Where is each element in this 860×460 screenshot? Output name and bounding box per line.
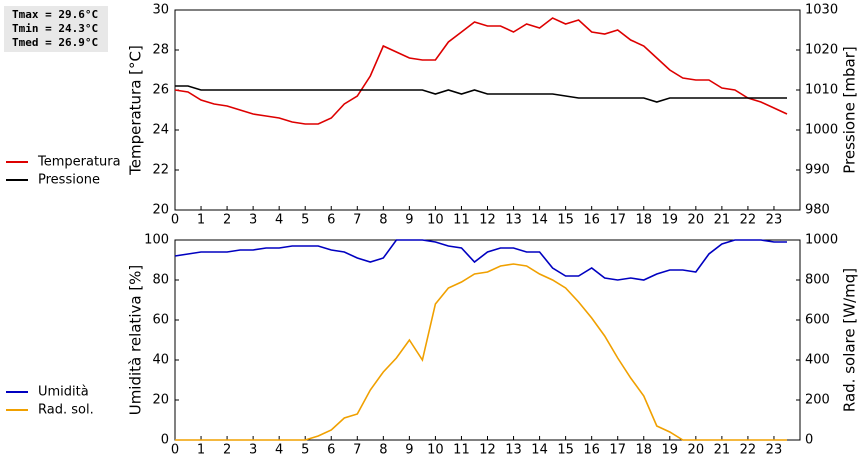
x-tick-label: 13 — [505, 213, 522, 228]
y-tick-label: 80 — [152, 273, 169, 288]
x-tick-label: 0 — [171, 443, 179, 458]
x-tick-label: 20 — [688, 213, 705, 228]
y2-tick-label: 1000 — [805, 233, 838, 248]
legend-label: Pressione — [38, 173, 100, 188]
y2-tick-label: 0 — [805, 433, 813, 448]
y-tick-label: 40 — [152, 353, 169, 368]
x-tick-label: 6 — [327, 443, 335, 458]
y-axis-label: Temperatura [°C] — [127, 45, 145, 176]
x-tick-label: 17 — [609, 213, 626, 228]
x-tick-label: 11 — [453, 213, 470, 228]
x-tick-label: 16 — [583, 443, 600, 458]
series-line — [174, 17, 788, 125]
x-tick-label: 10 — [427, 213, 444, 228]
y-tick-label: 0 — [161, 433, 169, 448]
x-tick-label: 8 — [379, 443, 387, 458]
x-tick-label: 19 — [662, 443, 679, 458]
series-line — [174, 239, 787, 281]
x-tick-label: 6 — [327, 213, 335, 228]
x-tick-label: 22 — [740, 213, 757, 228]
y-axis-label: Umidità relativa [%] — [127, 265, 145, 416]
x-tick-label: 23 — [766, 213, 783, 228]
x-tick-label: 23 — [766, 443, 783, 458]
y2-tick-label: 1020 — [805, 43, 838, 58]
x-tick-label: 9 — [405, 213, 413, 228]
x-tick-label: 1 — [197, 213, 205, 228]
y-tick-label: 20 — [152, 203, 169, 218]
x-tick-label: 5 — [301, 213, 309, 228]
y-tick-label: 100 — [144, 233, 169, 248]
x-tick-label: 2 — [223, 443, 231, 458]
legend-label: Rad. sol. — [38, 403, 94, 418]
x-tick-label: 1 — [197, 443, 205, 458]
y2-tick-label: 1030 — [805, 3, 838, 18]
plot-frame — [174, 9, 801, 211]
x-tick-label: 13 — [505, 443, 522, 458]
y-tick-label: 60 — [152, 313, 169, 328]
legend-label: Temperatura — [37, 155, 121, 170]
legend-label: Umidità — [38, 385, 89, 400]
y2-tick-label: 600 — [805, 313, 830, 328]
y-tick-label: 24 — [152, 123, 169, 138]
y-tick-label: 28 — [152, 43, 169, 58]
x-tick-label: 21 — [714, 213, 731, 228]
y-tick-label: 20 — [152, 393, 169, 408]
stats-text: Tmin = 24.3°C — [12, 22, 98, 35]
x-tick-label: 2 — [223, 213, 231, 228]
x-tick-label: 5 — [301, 443, 309, 458]
y2-tick-label: 990 — [805, 163, 830, 178]
x-tick-label: 12 — [479, 443, 496, 458]
x-tick-label: 3 — [249, 213, 257, 228]
y-tick-label: 26 — [152, 83, 169, 98]
x-tick-label: 7 — [353, 443, 361, 458]
y2-tick-label: 800 — [805, 273, 830, 288]
y-tick-label: 30 — [152, 3, 169, 18]
stats-text: Tmed = 26.9°C — [12, 36, 98, 49]
x-tick-label: 14 — [531, 213, 548, 228]
x-tick-label: 20 — [688, 443, 705, 458]
x-tick-label: 9 — [405, 443, 413, 458]
x-tick-label: 12 — [479, 213, 496, 228]
plot-frame — [174, 239, 801, 441]
y2-tick-label: 1000 — [805, 123, 838, 138]
x-tick-label: 18 — [635, 443, 652, 458]
x-tick-label: 15 — [557, 213, 574, 228]
y2-tick-label: 980 — [805, 203, 830, 218]
stats-text: Tmax = 29.6°C — [12, 8, 98, 21]
x-tick-label: 21 — [714, 443, 731, 458]
x-tick-label: 4 — [275, 443, 283, 458]
x-tick-label: 8 — [379, 213, 387, 228]
y2-tick-label: 1010 — [805, 83, 838, 98]
x-tick-label: 18 — [635, 213, 652, 228]
x-tick-label: 0 — [171, 213, 179, 228]
y2-tick-label: 400 — [805, 353, 830, 368]
stats-box — [4, 6, 108, 52]
x-tick-label: 14 — [531, 443, 548, 458]
series-line — [175, 85, 787, 103]
x-tick-label: 3 — [249, 443, 257, 458]
y2-axis-label: Rad. solare [W/mq] — [841, 268, 859, 412]
x-tick-label: 7 — [353, 213, 361, 228]
x-tick-label: 4 — [275, 213, 283, 228]
x-tick-label: 10 — [427, 443, 444, 458]
x-tick-label: 22 — [740, 443, 757, 458]
y-tick-label: 22 — [152, 163, 169, 178]
x-tick-label: 11 — [453, 443, 470, 458]
x-tick-label: 16 — [583, 213, 600, 228]
series-line — [175, 263, 787, 441]
x-tick-label: 19 — [662, 213, 679, 228]
y2-tick-label: 200 — [805, 393, 830, 408]
x-tick-label: 15 — [557, 443, 574, 458]
y2-axis-label: Pressione [mbar] — [841, 46, 859, 174]
x-tick-label: 17 — [609, 443, 626, 458]
